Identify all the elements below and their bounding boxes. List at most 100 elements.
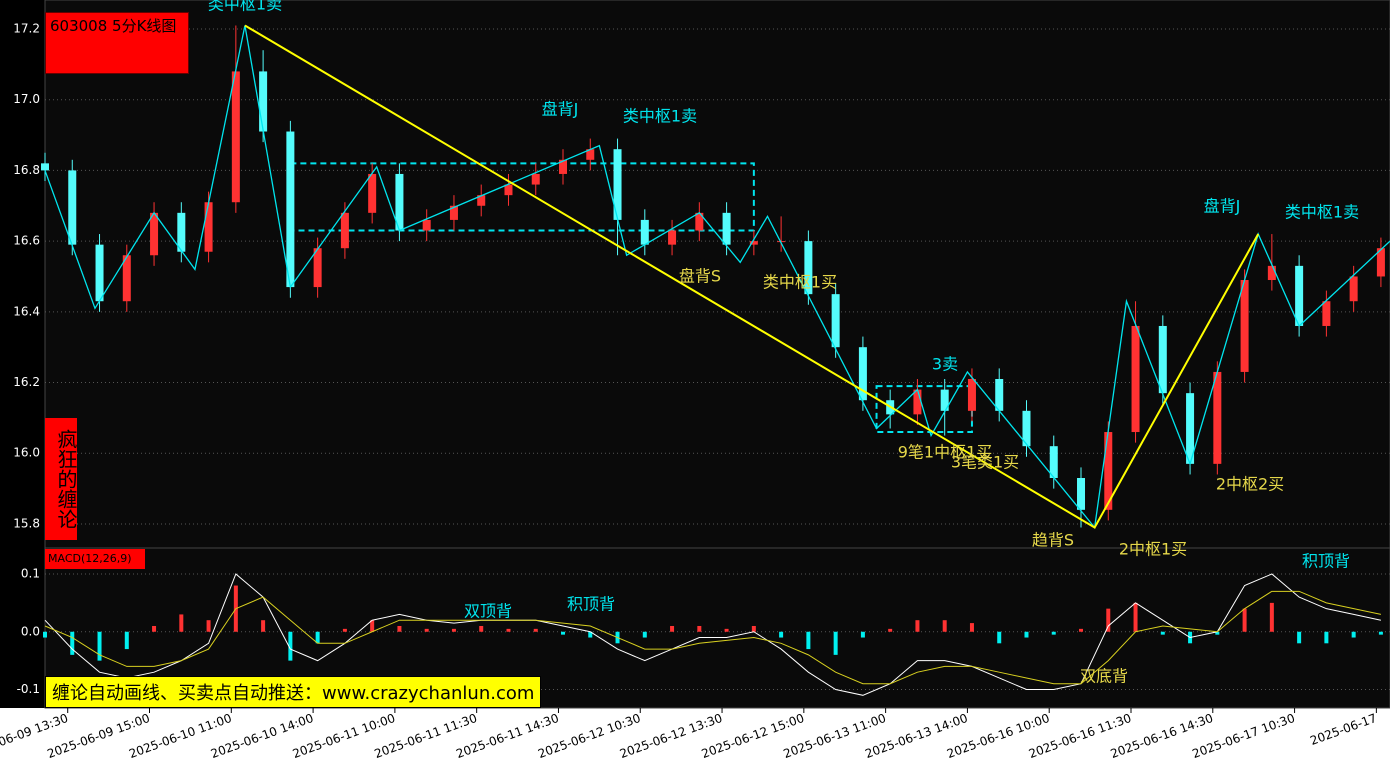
macd-bar bbox=[124, 631, 129, 650]
candle-body bbox=[1213, 371, 1222, 464]
stroke-line bbox=[44, 25, 1390, 530]
y-tick-label: 15.8 bbox=[13, 516, 40, 530]
segment-line bbox=[244, 24, 1260, 529]
macd-bar bbox=[561, 631, 566, 635]
macd-bar bbox=[261, 620, 266, 632]
candle-body bbox=[1322, 301, 1331, 326]
macd-bar bbox=[1378, 631, 1383, 635]
candle-body bbox=[613, 149, 622, 220]
macd-bar bbox=[997, 631, 1002, 644]
annotation: 积顶背 bbox=[567, 595, 615, 614]
candle-body bbox=[395, 173, 404, 231]
annotation: 盘背J bbox=[1204, 197, 1241, 216]
chart-title: 603008 5分K线图 bbox=[45, 12, 189, 74]
candle-body bbox=[477, 195, 486, 206]
candle-body bbox=[422, 219, 431, 231]
macd-bar bbox=[206, 620, 211, 632]
macd-bar bbox=[833, 631, 838, 655]
candle-body bbox=[1376, 248, 1385, 277]
candle-body bbox=[1049, 446, 1058, 478]
macd-bar bbox=[1133, 602, 1138, 632]
y-tick-label: 16.4 bbox=[13, 304, 40, 318]
macd-bar bbox=[179, 614, 184, 632]
candle-body bbox=[1158, 325, 1167, 394]
macd-bar bbox=[1242, 608, 1247, 632]
y-tick-label: 17.0 bbox=[13, 92, 40, 106]
macd-bar bbox=[1051, 631, 1056, 635]
macd-bar bbox=[1024, 631, 1029, 638]
macd-bar bbox=[533, 628, 538, 632]
annotation: 盘背S bbox=[679, 267, 721, 286]
macd-bar bbox=[588, 631, 593, 638]
annotation: 2中枢2买 bbox=[1216, 475, 1284, 494]
macd-title-box bbox=[45, 549, 145, 569]
macd-bar bbox=[697, 625, 702, 632]
candle-body bbox=[68, 170, 77, 245]
candle-body bbox=[1349, 276, 1358, 302]
macd-bar bbox=[860, 631, 865, 638]
candle-body bbox=[259, 71, 268, 132]
macd-bar bbox=[152, 625, 157, 632]
macd-bar bbox=[888, 628, 893, 632]
candle-body bbox=[504, 184, 513, 196]
annotation: 类中枢1买 bbox=[763, 273, 837, 292]
x-tick-label: 2025-06-17 bbox=[1308, 711, 1378, 748]
macd-bar bbox=[1269, 602, 1274, 632]
y-tick-label: -0.1 bbox=[17, 682, 40, 696]
y-tick-label: 0.1 bbox=[21, 566, 40, 580]
candle-body bbox=[177, 212, 186, 252]
candle-body bbox=[668, 230, 677, 245]
macd-bar bbox=[1351, 631, 1356, 638]
candle-body bbox=[231, 71, 240, 203]
macd-bar bbox=[370, 620, 375, 632]
macd-bar bbox=[1106, 608, 1111, 632]
candle-body bbox=[559, 159, 568, 174]
candle-body bbox=[749, 241, 758, 245]
macd-bar bbox=[1160, 631, 1165, 635]
macd-bar bbox=[670, 625, 675, 632]
candle-body bbox=[41, 163, 49, 171]
banner: 缠论自动画线、买卖点自动推送：www.crazychanlun.com bbox=[45, 676, 542, 708]
candle-body bbox=[722, 212, 731, 245]
candle-body bbox=[831, 294, 840, 348]
annotation: 9笔1中枢1买 bbox=[898, 443, 993, 462]
macd-bar bbox=[97, 631, 102, 661]
macd-bar bbox=[70, 631, 75, 655]
y-tick-label: 16.0 bbox=[13, 446, 40, 460]
candle-body bbox=[368, 173, 377, 213]
macd-title: MACD(12,26,9) bbox=[48, 552, 132, 565]
macd-bar bbox=[642, 631, 647, 638]
candle-body bbox=[150, 212, 159, 256]
candle-body bbox=[940, 389, 949, 411]
macd-bar bbox=[397, 625, 402, 632]
annotation: 类中枢1卖 bbox=[208, 0, 282, 14]
annotation: 积顶背 bbox=[1302, 552, 1350, 571]
candle-body bbox=[640, 219, 649, 245]
candle-body bbox=[1295, 265, 1304, 326]
macd-line bbox=[44, 573, 1382, 696]
annotation: 类中枢1卖 bbox=[623, 107, 697, 126]
macd-bar bbox=[751, 625, 756, 632]
macd-bar bbox=[451, 628, 456, 632]
candle-body bbox=[1077, 477, 1086, 510]
candle-body bbox=[995, 379, 1004, 411]
candle-body bbox=[286, 131, 295, 288]
center-box bbox=[289, 162, 755, 232]
macd-bar bbox=[1215, 631, 1220, 635]
candle-body bbox=[695, 212, 704, 231]
candle-body bbox=[913, 389, 922, 415]
candle-body bbox=[1022, 410, 1031, 447]
macd-bar bbox=[724, 628, 729, 632]
candle-body bbox=[204, 202, 213, 252]
annotation: 3卖 bbox=[932, 355, 958, 374]
main-panel bbox=[44, 0, 1390, 549]
annotation: 趋背S bbox=[1032, 531, 1074, 550]
annotation: 双顶背 bbox=[464, 602, 512, 621]
macd-line bbox=[44, 590, 1382, 685]
macd-bar bbox=[806, 631, 811, 650]
candle-body bbox=[122, 255, 131, 302]
annotation: 盘背J bbox=[542, 100, 579, 119]
candle-body bbox=[1267, 265, 1276, 281]
candle-body bbox=[1186, 393, 1195, 464]
